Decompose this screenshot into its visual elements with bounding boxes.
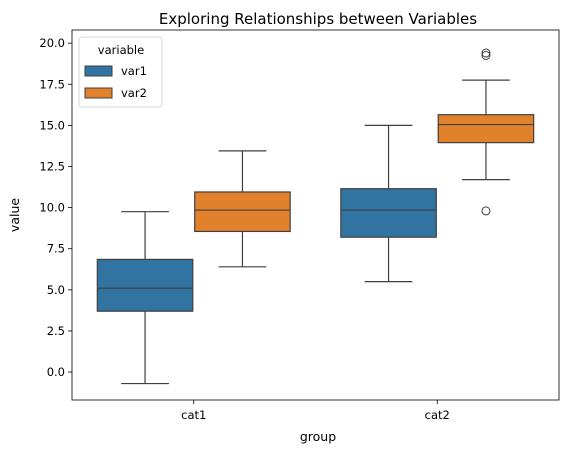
- iqr-box: [340, 188, 437, 238]
- iqr-box: [96, 258, 194, 312]
- legend-swatch: [84, 87, 113, 99]
- x-tick-label: cat1: [181, 408, 206, 422]
- outlier-point: [481, 50, 491, 60]
- legend-swatch: [84, 65, 113, 77]
- y-tick-label: 0.0: [47, 365, 65, 379]
- y-tick-label: 17.5: [39, 77, 65, 91]
- box-var1-cat2: [340, 124, 437, 283]
- y-tick-label: 2.5: [47, 324, 65, 338]
- chart-title: Exploring Relationships between Variable…: [159, 10, 477, 28]
- x-tick-label: cat2: [425, 408, 450, 422]
- y-tick-label: 10.0: [39, 201, 65, 215]
- y-axis: 0.0 2.5 5.0 7.5 10.0 12.5 15.0 17.5 20.0: [39, 36, 72, 379]
- legend-label: var1: [121, 64, 147, 78]
- legend-title: variable: [98, 43, 144, 57]
- y-axis-label: value: [7, 198, 22, 232]
- outlier-point: [481, 206, 491, 216]
- iqr-box: [437, 114, 535, 144]
- plot-area: [96, 48, 535, 385]
- y-tick-label: 5.0: [47, 283, 65, 297]
- iqr-box: [194, 191, 291, 233]
- outlier-point: [481, 48, 491, 58]
- legend: variable var1 var2: [78, 36, 163, 108]
- box-var2-cat1: [194, 150, 291, 268]
- legend-entry-var1: var1: [84, 64, 147, 78]
- y-tick-label: 15.0: [39, 118, 65, 132]
- y-tick-label: 12.5: [39, 159, 65, 173]
- x-axis: cat1 cat2: [181, 400, 450, 422]
- legend-entry-var2: var2: [84, 86, 147, 100]
- plot-frame: [71, 29, 560, 401]
- y-tick-label: 7.5: [47, 242, 65, 256]
- y-tick-label: 20.0: [39, 36, 65, 50]
- legend-label: var2: [121, 86, 147, 100]
- box-var1-cat1: [96, 211, 194, 385]
- box-var2-cat2: [437, 48, 535, 216]
- x-axis-label: group: [300, 429, 336, 444]
